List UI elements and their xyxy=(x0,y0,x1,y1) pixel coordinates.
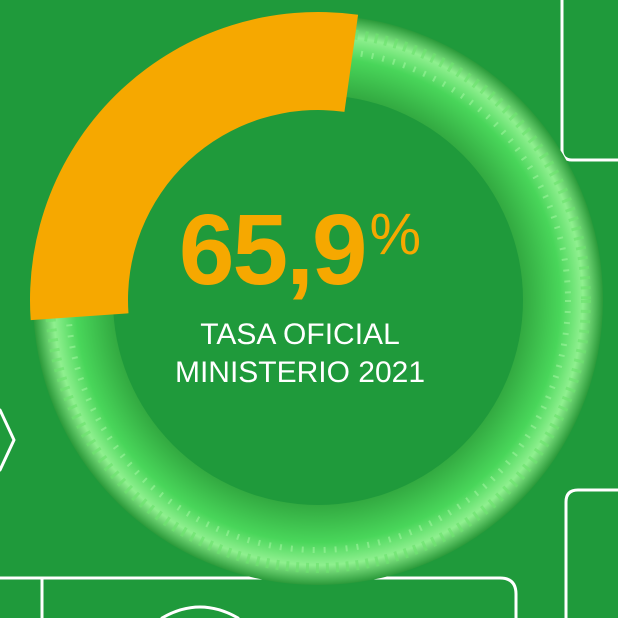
caption-line-1: TASA OFICIAL xyxy=(200,318,400,351)
stat-value: 65,9 % xyxy=(179,200,421,300)
chevron-left-icon xyxy=(0,408,16,472)
frame-line-top-right xyxy=(560,0,618,162)
percent-symbol: % xyxy=(369,202,422,267)
stat-caption: TASA OFICIAL MINISTERIO 2021 xyxy=(130,316,470,392)
frame-line-bottom xyxy=(0,576,518,618)
partial-circle-icon xyxy=(160,605,240,618)
caption-line-2: MINISTERIO 2021 xyxy=(174,356,426,389)
frame-line-bottom-right xyxy=(564,488,618,618)
stat-block: 65,9 % TASA OFICIAL MINISTERIO 2021 xyxy=(130,200,470,392)
stat-number: 65,9 xyxy=(178,194,368,306)
progress-arc xyxy=(30,12,359,321)
